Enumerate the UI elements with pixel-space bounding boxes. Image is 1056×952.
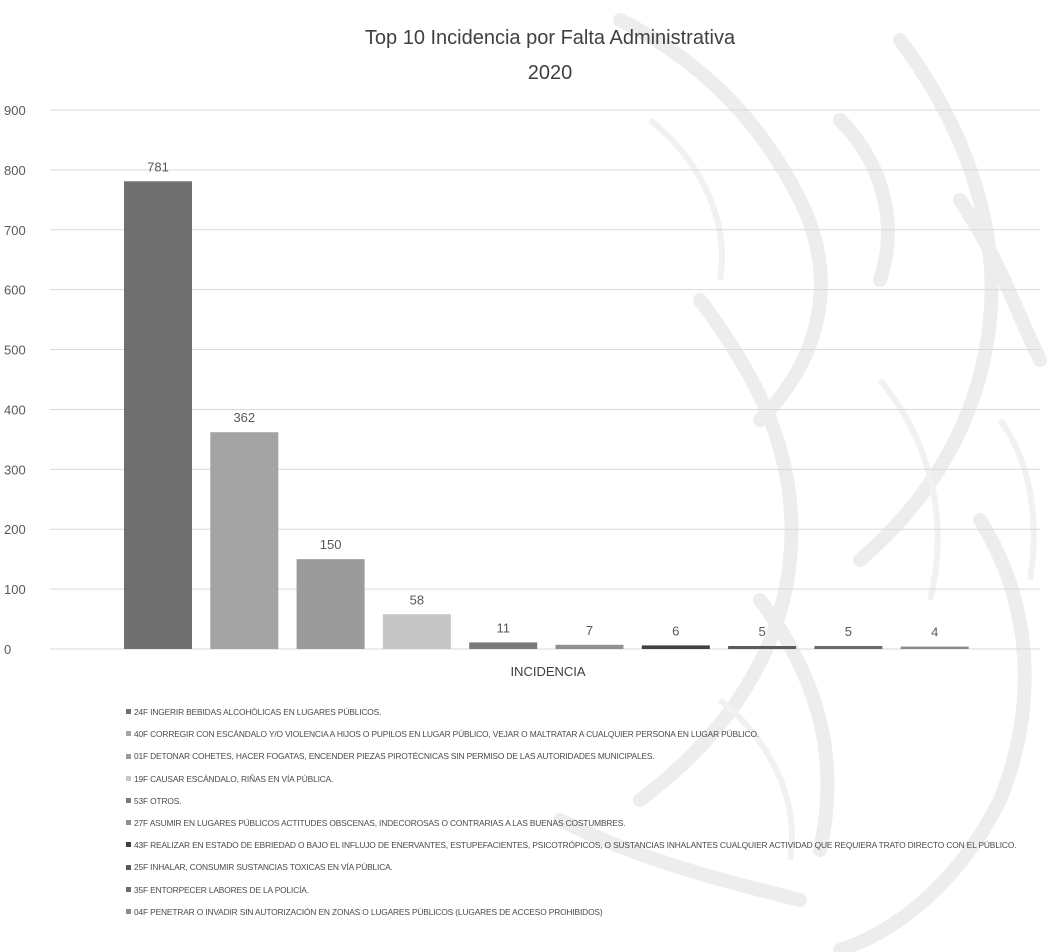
y-tick-label: 600 <box>4 283 26 298</box>
data-labels: 781 362 150 58 11 7 6 5 5 4 <box>147 159 938 639</box>
bar <box>728 646 797 649</box>
y-axis: 0 100 200 300 400 500 600 700 800 900 <box>4 103 26 657</box>
chart-title: Top 10 Incidencia por Falta Administrati… <box>364 27 736 49</box>
bar <box>641 645 710 649</box>
data-label: 7 <box>586 623 593 638</box>
legend-label: 35F ENTORPECER LABORES DE LA POLICÍA. <box>134 884 309 895</box>
legend-label: 19F CAUSAR ESCÁNDALO, RIÑAS EN VÍA PÚBLI… <box>134 773 334 784</box>
legend-item: 40F CORREGIR CON ESCÁNDALO Y/O VIOLENCIA… <box>126 723 1046 745</box>
bar <box>555 644 624 649</box>
bar <box>900 646 969 649</box>
legend-item: 35F ENTORPECER LABORES DE LA POLICÍA. <box>126 879 1046 901</box>
legend-item: 01F DETONAR COHETES, HACER FOGATAS, ENCE… <box>126 745 1046 767</box>
legend-swatch <box>126 753 131 759</box>
data-label: 11 <box>496 620 510 635</box>
legend-item: 04F PENETRAR O INVADIR SIN AUTORIZACIÓN … <box>126 901 1046 923</box>
chart-subtitle: 2020 <box>527 62 573 84</box>
bars <box>124 181 969 650</box>
legend-label: 43F REALIZAR EN ESTADO DE EBRIEDAD O BAJ… <box>134 840 1017 851</box>
legend-label: 24F INGERIR BEBIDAS ALCOHÓLICAS EN LUGAR… <box>134 707 382 717</box>
bar <box>296 559 365 649</box>
y-tick-label: 100 <box>4 582 26 597</box>
legend-item: 25F INHALAR, CONSUMIR SUSTANCIAS TOXICAS… <box>126 856 1046 878</box>
y-tick-label: 800 <box>4 163 26 178</box>
legend-swatch <box>126 908 131 914</box>
legend-label: 04F PENETRAR O INVADIR SIN AUTORIZACIÓN … <box>134 906 603 917</box>
y-tick-label: 700 <box>4 223 26 238</box>
y-tick-label: 300 <box>4 462 26 477</box>
data-label: 5 <box>758 624 765 639</box>
legend-label: 25F INHALAR, CONSUMIR SUSTANCIAS TOXICAS… <box>134 862 393 873</box>
bar <box>210 432 279 649</box>
legend-swatch <box>126 864 131 870</box>
y-tick-label: 500 <box>4 343 26 358</box>
legend-swatch <box>126 820 131 826</box>
data-label: 781 <box>147 159 169 174</box>
legend-label: 53F OTROS. <box>134 795 182 806</box>
bar <box>382 614 451 649</box>
y-tick-label: 900 <box>4 103 26 118</box>
legend-swatch <box>126 775 131 781</box>
data-label: 4 <box>931 625 938 640</box>
y-tick-label: 200 <box>4 522 26 537</box>
legend: 24F INGERIR BEBIDAS ALCOHÓLICAS EN LUGAR… <box>126 701 1046 923</box>
data-label: 150 <box>320 537 342 552</box>
legend-item: 19F CAUSAR ESCÁNDALO, RIÑAS EN VÍA PÚBLI… <box>126 768 1046 790</box>
gridlines <box>50 109 1040 650</box>
legend-label: 40F CORREGIR CON ESCÁNDALO Y/O VIOLENCIA… <box>134 729 760 740</box>
legend-item: 43F REALIZAR EN ESTADO DE EBRIEDAD O BAJ… <box>126 834 1046 856</box>
x-axis-label: INCIDENCIA <box>510 664 586 679</box>
legend-item: 24F INGERIR BEBIDAS ALCOHÓLICAS EN LUGAR… <box>126 701 1046 723</box>
legend-swatch <box>126 886 131 892</box>
y-tick-label: 0 <box>4 642 11 657</box>
legend-item: 53F OTROS. <box>126 790 1046 812</box>
y-tick-label: 400 <box>4 402 26 417</box>
legend-swatch <box>126 798 131 804</box>
legend-swatch <box>126 731 131 737</box>
bar <box>469 642 538 649</box>
bar <box>124 181 192 650</box>
legend-label: 01F DETONAR COHETES, HACER FOGATAS, ENCE… <box>134 751 655 762</box>
bar <box>814 646 883 649</box>
data-label: 5 <box>845 624 852 639</box>
legend-item: 27F ASUMIR EN LUGARES PÚBLICOS ACTITUDES… <box>126 812 1046 834</box>
legend-swatch <box>126 842 131 848</box>
legend-swatch <box>126 709 131 715</box>
data-label: 6 <box>672 623 679 638</box>
data-label: 362 <box>233 410 255 425</box>
legend-label: 27F ASUMIR EN LUGARES PÚBLICOS ACTITUDES… <box>134 817 626 828</box>
data-label: 58 <box>410 592 424 607</box>
